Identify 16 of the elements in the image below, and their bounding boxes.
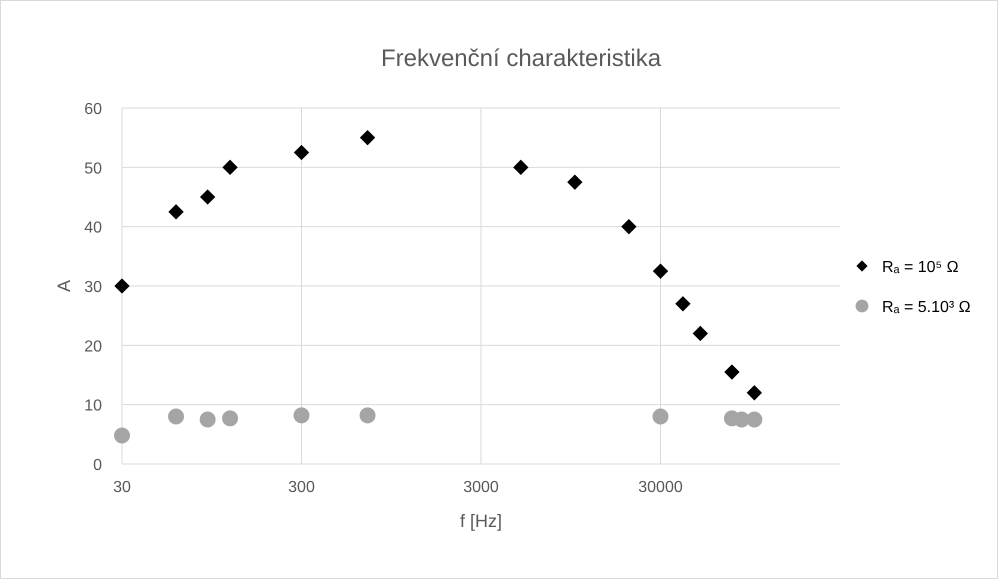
y-tick-label: 20 [84, 338, 102, 356]
y-axis-title: A [54, 280, 74, 292]
x-axis-title: f [Hz] [460, 511, 502, 531]
y-tick-label: 10 [84, 398, 102, 415]
x-tick-label: 30 [113, 479, 131, 496]
y-tick-label: 30 [84, 279, 102, 296]
y-tick-label: 50 [84, 160, 102, 178]
legend-label: Rₐ = 5.10³ Ω [882, 299, 971, 316]
legend-label: Rₐ = 10⁵ Ω [882, 259, 959, 276]
y-tick-label: 0 [93, 457, 102, 474]
x-tick-label: 30000 [638, 479, 683, 496]
y-tick-label: 60 [84, 101, 102, 118]
chart-title: Frekvenční charakteristika [380, 45, 662, 72]
x-tick-label: 300 [288, 479, 315, 496]
y-tick-label: 40 [84, 220, 102, 237]
x-tick-label: 3000 [463, 479, 499, 496]
